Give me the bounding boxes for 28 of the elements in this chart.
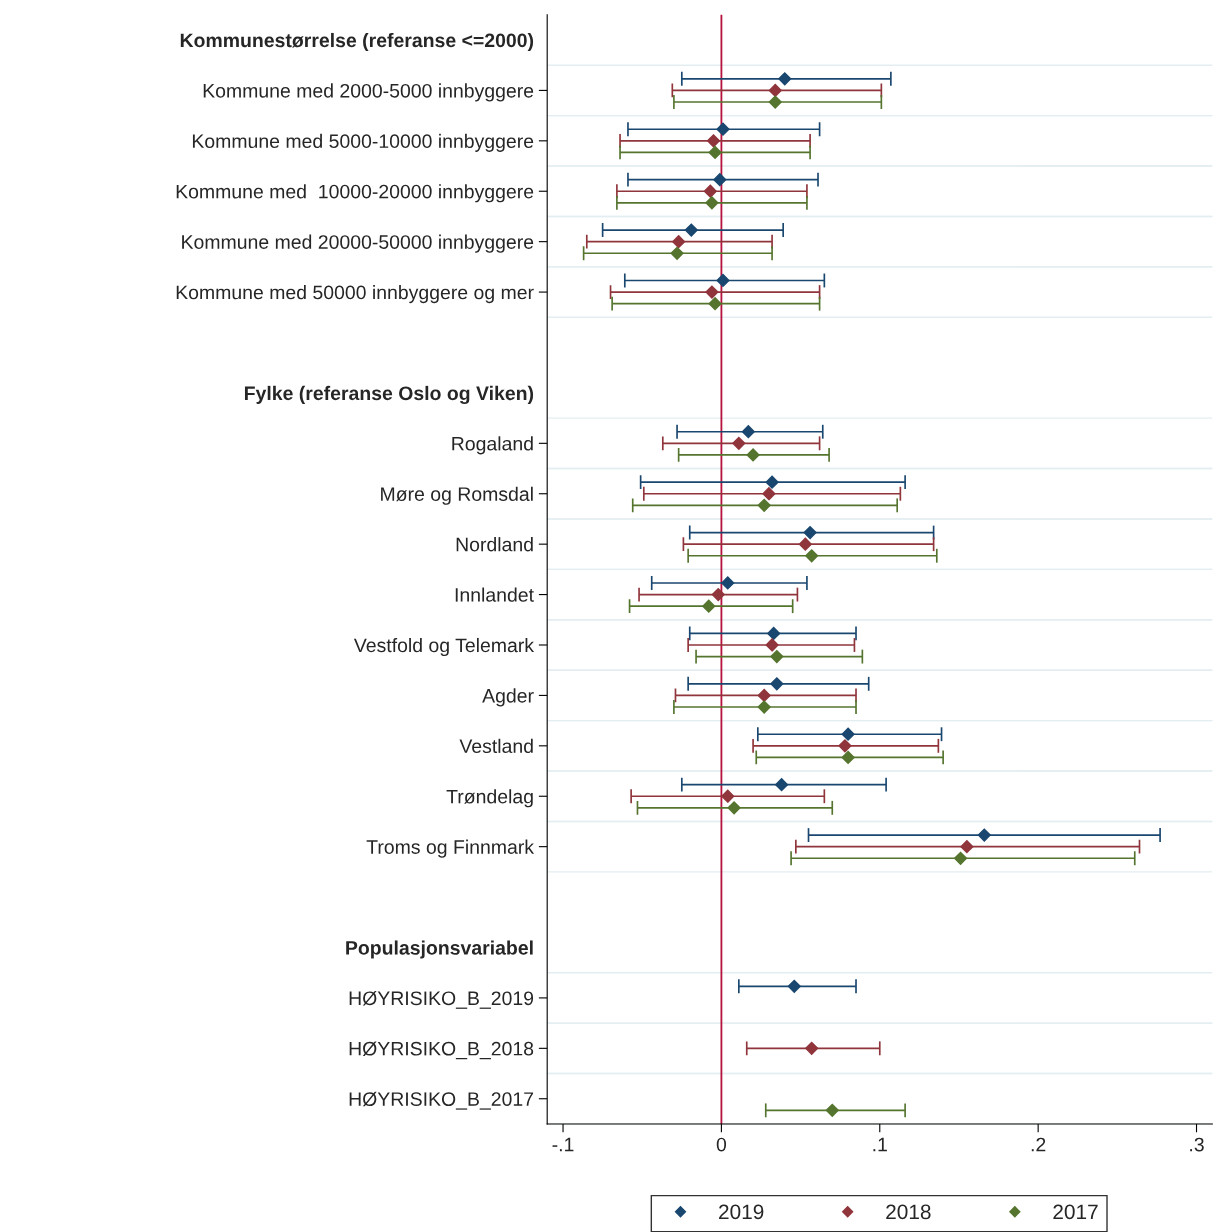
x-tick-label: .1 — [873, 1137, 887, 1152]
y-tick-label: Vestland — [459, 738, 533, 754]
y-tick-label: Kommunestørrelse (referanse <=2000) — [180, 32, 534, 52]
y-tick-label: Innlandet — [455, 587, 534, 602]
y-tick-label: Kommune med 20000-50000 innbyggere — [182, 234, 534, 253]
y-tick-label: Populasjonsvariabel — [346, 940, 533, 959]
y-tick-label: Vestfold og Telemark — [353, 637, 535, 657]
y-tick-label: Kommune med 5000-10000 innbyggere — [192, 133, 534, 152]
x-tick-label: 0 — [716, 1137, 727, 1152]
y-tick-label: Nordland — [456, 537, 533, 552]
y-tick-label: Fylke (referanse Oslo og Viken) — [244, 385, 534, 405]
legend-label: 2017 — [1053, 1204, 1098, 1220]
x-tick-label: .2 — [1031, 1137, 1046, 1152]
legend-label: 2019 — [719, 1204, 764, 1220]
y-tick-label: Rogaland — [452, 436, 533, 455]
legend-label: 2018 — [886, 1204, 931, 1220]
y-tick-label: Troms og Finnmark — [366, 839, 535, 858]
x-tick-label: -.1 — [552, 1137, 574, 1152]
y-tick-label: Kommune med 10000-20000 innbyggere — [176, 184, 534, 203]
x-tick-label: .3 — [1190, 1137, 1204, 1152]
y-tick-label: Kommune med 50000 innbyggere og mer — [176, 285, 534, 304]
y-tick-label: Agder — [482, 688, 534, 707]
y-tick-label: HØYRISIKO_B_2017 — [349, 1091, 534, 1110]
y-tick-label: Møre og Romsdal — [381, 486, 533, 505]
y-tick-label: HØYRISIKO_B_2018 — [349, 1041, 534, 1060]
y-tick-label: Trøndelag — [446, 789, 533, 808]
y-tick-label: HØYRISIKO_B_2019 — [349, 991, 534, 1009]
y-tick-label: Kommune med 2000-5000 innbyggere — [203, 83, 534, 102]
